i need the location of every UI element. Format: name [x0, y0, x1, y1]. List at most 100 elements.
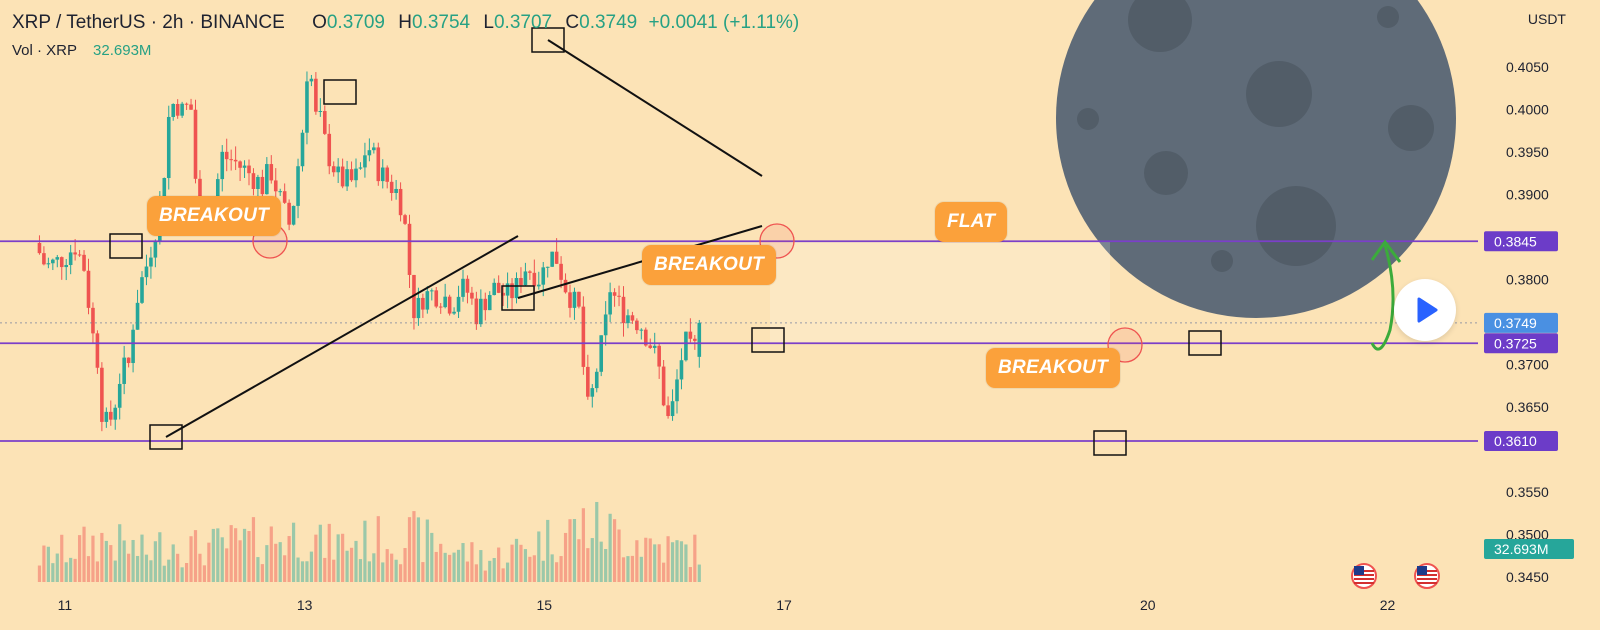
candle-body: [594, 371, 599, 389]
volume-bar: [358, 559, 363, 582]
volume-bar: [42, 545, 46, 582]
moon-crater: [1144, 151, 1188, 195]
candle-body: [572, 291, 577, 308]
y-tick-label: 0.4050: [1506, 59, 1549, 75]
candle-body: [470, 292, 474, 299]
volume-bar: [363, 520, 367, 582]
candle-body: [162, 178, 167, 203]
candle-body: [238, 161, 242, 168]
candle-body: [389, 181, 394, 193]
volume-bar: [381, 562, 385, 582]
candle-body: [251, 173, 256, 189]
candle-body: [349, 169, 354, 181]
y-tick-label: 0.3700: [1506, 357, 1549, 373]
volume-bar: [256, 557, 260, 582]
open-value: 0.3709: [326, 12, 385, 33]
volume-bar: [492, 558, 496, 582]
volume-bar: [336, 534, 340, 582]
low-value: 0.3707: [493, 12, 553, 33]
volume-bar: [300, 561, 305, 582]
y-tick-label: 0.3950: [1506, 144, 1549, 160]
volume-label[interactable]: Vol · XRP: [12, 42, 78, 59]
candle-body: [688, 331, 693, 339]
candle-body: [171, 103, 176, 117]
volume-bar: [55, 553, 59, 582]
volume-bar: [309, 551, 314, 582]
projection-arrowhead: [1370, 239, 1402, 263]
volume-bar: [398, 564, 403, 582]
volume-bar: [180, 567, 184, 582]
candle-body: [581, 306, 586, 367]
volume-bar: [430, 532, 434, 582]
candle-body: [153, 241, 158, 258]
x-tick-label: 15: [537, 597, 553, 613]
candle-body: [117, 383, 122, 408]
volume-bar: [644, 537, 648, 582]
volume-bar: [367, 561, 371, 582]
candle-body: [358, 167, 363, 169]
change-value: +0.0041 (+1.11%): [648, 12, 800, 33]
currency-label[interactable]: USDT: [1527, 11, 1566, 27]
volume-bar: [470, 542, 474, 582]
volume-bar: [37, 565, 42, 582]
volume-bar: [376, 516, 380, 582]
flat-tag: FLAT: [935, 202, 1008, 242]
volume-bar: [501, 568, 505, 582]
candle-body: [318, 111, 323, 113]
candle-body: [590, 388, 595, 397]
candle-body: [461, 278, 465, 297]
candle-body: [367, 150, 372, 156]
volume-bar: [341, 533, 345, 582]
level-label: 0.3610: [1494, 433, 1537, 449]
volume-bar: [127, 553, 131, 582]
candle-body: [296, 166, 300, 206]
breakout-tag: BREAKOUT: [642, 245, 777, 285]
candle-body: [635, 320, 639, 331]
volume-bar: [323, 557, 327, 582]
candle-body: [438, 306, 443, 308]
candle-body: [599, 335, 604, 372]
volume-header: Vol · XRP 32.693M: [12, 42, 151, 59]
level-badge: [1484, 431, 1558, 451]
volume-bar: [448, 554, 452, 582]
candle-body: [73, 252, 77, 255]
volume-bar: [675, 540, 679, 582]
candle-body: [528, 271, 532, 273]
volume-bar: [630, 555, 635, 582]
candle-body: [184, 103, 189, 105]
volume-bar: [497, 547, 501, 582]
candle-body: [260, 176, 265, 195]
pivot-box: [149, 424, 183, 450]
pivot-box: [1188, 330, 1222, 356]
play-button[interactable]: [1394, 279, 1456, 341]
candle-body: [434, 290, 439, 307]
candle-body: [55, 257, 60, 260]
volume-bar: [69, 557, 73, 582]
volume-bar: [568, 519, 572, 582]
candle-body: [608, 292, 612, 315]
volume-bar: [86, 556, 91, 582]
volume-bar: [563, 532, 568, 582]
candle-body: [331, 166, 336, 173]
candle-body: [91, 307, 95, 334]
volume-bar: [688, 567, 692, 582]
open-label: O: [312, 12, 327, 33]
volume-bar: [260, 564, 264, 582]
volume-bar: [590, 538, 594, 582]
candle-body: [37, 242, 42, 254]
volume-bar: [242, 528, 247, 582]
candle-body: [554, 251, 559, 264]
candle-body: [483, 298, 488, 311]
volume-bar: [327, 523, 331, 582]
volume-bar: [474, 564, 478, 582]
candle-body: [519, 278, 523, 286]
volume-bar: [193, 530, 198, 582]
volume-bar: [461, 543, 465, 582]
volume-bar: [349, 547, 354, 582]
volume-bar: [287, 536, 291, 582]
candle-body: [336, 166, 340, 173]
symbol-title[interactable]: XRP / TetherUS · 2h · BINANCE: [12, 12, 285, 33]
candle-body: [95, 333, 100, 368]
candle-body: [496, 282, 501, 293]
